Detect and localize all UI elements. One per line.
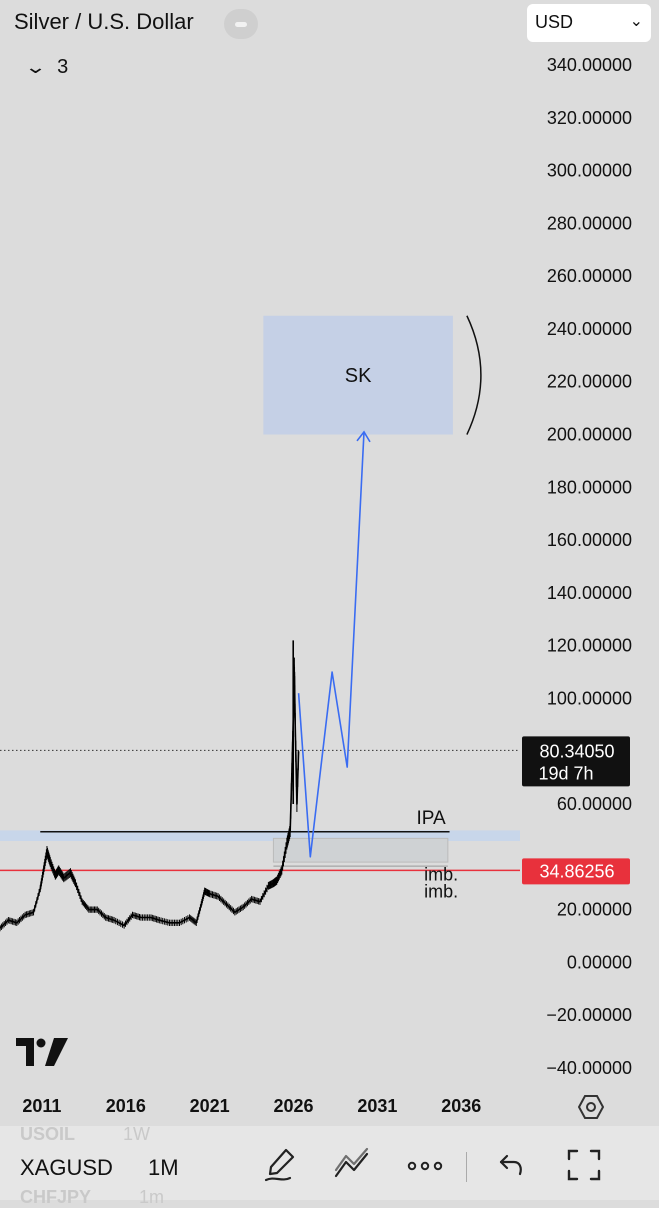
more-icon[interactable] xyxy=(406,1146,444,1184)
tradingview-logo xyxy=(16,1038,68,1066)
y-tick-label: 200.00000 xyxy=(547,425,632,445)
y-tick-label: 0.00000 xyxy=(567,952,632,972)
sk-target-zone xyxy=(263,315,453,435)
indicator-count: 3 xyxy=(57,56,69,78)
y-tick-label: 260.00000 xyxy=(547,266,632,286)
symbol-selector[interactable]: XAGUSD xyxy=(20,1155,113,1180)
currency-select[interactable]: USD ⌄ xyxy=(527,4,651,42)
y-tick-label: 140.00000 xyxy=(547,583,632,603)
support-band xyxy=(0,830,520,842)
undo-icon[interactable] xyxy=(496,1146,526,1184)
y-tick-label: 20.00000 xyxy=(557,900,632,920)
y-tick-label: 100.00000 xyxy=(547,688,632,708)
bracket-mark xyxy=(466,315,482,435)
imbalance-label: imb. xyxy=(424,865,458,885)
chevron-down-icon: ⌄ xyxy=(629,13,643,30)
toolbar-divider xyxy=(466,1152,467,1182)
bottom-toolbar xyxy=(0,1126,659,1200)
draw-icon[interactable] xyxy=(264,1146,298,1184)
interval-selector[interactable]: 1M xyxy=(148,1155,179,1180)
y-tick-label: 220.00000 xyxy=(547,372,632,392)
imbalance-label: imb. xyxy=(424,882,458,902)
x-tick-label: 2036 xyxy=(441,1096,481,1116)
y-tick-label: −20.00000 xyxy=(546,1005,632,1025)
page-title: Silver / U.S. Dollar xyxy=(14,9,194,34)
imbalance-zone xyxy=(272,837,449,863)
x-tick-label: 2011 xyxy=(22,1096,61,1116)
price-chart[interactable]: 340.00000320.00000300.00000280.00000260.… xyxy=(0,0,659,1126)
ipa-label: IPA xyxy=(416,808,446,829)
price-series-line xyxy=(0,671,300,929)
minus-icon xyxy=(235,22,247,27)
projection-path xyxy=(297,431,365,858)
x-tick-label: 2026 xyxy=(274,1096,314,1116)
collapse-button[interactable] xyxy=(224,9,258,39)
current-price-value: 80.34050 xyxy=(539,741,614,761)
x-tick-label: 2016 xyxy=(106,1096,146,1116)
red-level-value: 34.86256 xyxy=(539,861,614,881)
y-tick-label: 180.00000 xyxy=(547,477,632,497)
y-tick-label: 280.00000 xyxy=(547,213,632,233)
y-tick-label: 160.00000 xyxy=(547,530,632,550)
indicators-icon[interactable] xyxy=(334,1146,370,1184)
y-tick-label: 240.00000 xyxy=(547,319,632,339)
indicator-toggle[interactable]: ⌄ 3 xyxy=(24,56,69,79)
sk-label: SK xyxy=(345,365,372,387)
red-level-badge xyxy=(522,858,630,885)
fullscreen-icon[interactable] xyxy=(566,1146,602,1184)
y-tick-label: −40.00000 xyxy=(546,1058,632,1078)
x-tick-label: 2031 xyxy=(357,1096,397,1116)
y-tick-label: 340.00000 xyxy=(547,55,632,75)
bar-countdown: 19d 7h xyxy=(538,763,593,783)
currency-value: USD xyxy=(535,12,574,32)
current-price-badge xyxy=(522,736,630,787)
ghost-watchlist-row: USOIL 1W xyxy=(20,1124,151,1144)
settings-icon[interactable] xyxy=(578,1094,604,1120)
y-tick-label: 120.00000 xyxy=(547,636,632,656)
y-tick-label: 60.00000 xyxy=(557,794,632,814)
x-tick-label: 2021 xyxy=(190,1096,230,1116)
chevron-down-icon: ⌄ xyxy=(24,57,47,77)
y-tick-label: 300.00000 xyxy=(547,161,632,181)
projection-arrowhead xyxy=(356,430,371,443)
ghost-watchlist-row: CHFJPY 1m xyxy=(20,1187,165,1207)
y-tick-label: 320.00000 xyxy=(547,108,632,128)
